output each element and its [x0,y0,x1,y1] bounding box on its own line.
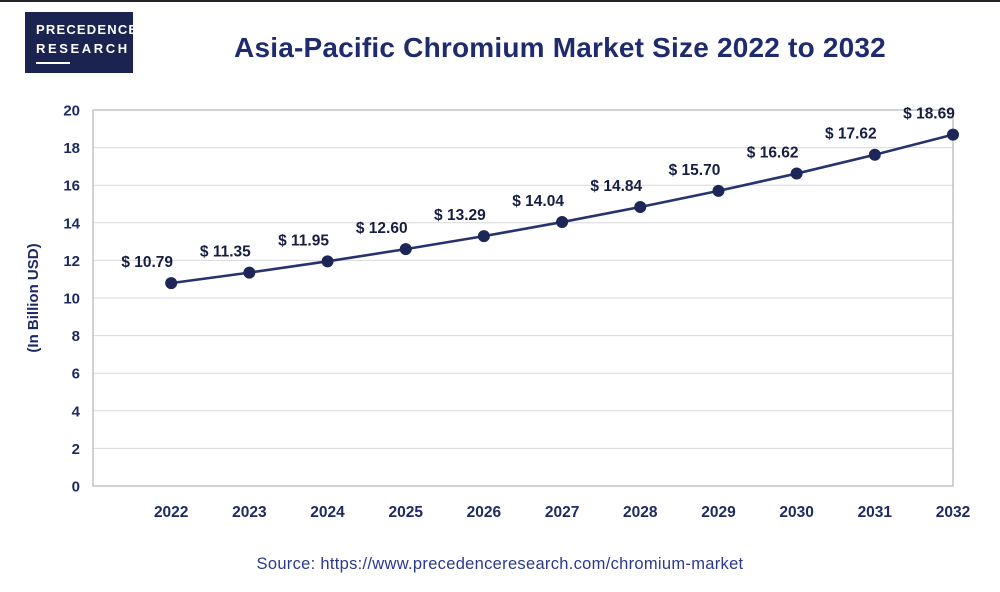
data-point [712,184,725,197]
y-tick-label: 18 [63,140,80,157]
data-point [634,201,647,214]
data-label: $ 16.62 [747,145,799,162]
y-tick-label: 6 [72,366,80,383]
plot-border [92,109,954,487]
x-tick-label: 2024 [310,504,345,521]
brand-logo-line1: PRECEDENCE [36,21,139,37]
y-tick-label: 8 [72,328,80,345]
data-label: $ 13.29 [434,207,486,224]
data-label: $ 17.62 [825,126,877,143]
brand-logo: PRECEDENCE RESEARCH [25,12,139,73]
x-tick-label: 2032 [936,504,970,521]
y-axis-title: (In Billion USD) [25,243,42,352]
data-point [243,266,256,279]
chart-title: Asia-Pacific Chromium Market Size 2022 t… [234,32,886,63]
x-tick-label: 2027 [545,504,579,521]
data-label: $ 11.95 [278,232,329,249]
x-tick-label: 2028 [623,504,658,521]
data-point [399,243,412,256]
y-tick-label: 20 [63,103,80,120]
data-label: $ 14.84 [590,178,642,195]
source-text: Source: https://www.precedenceresearch.c… [256,555,744,573]
x-tick-label: 2025 [388,504,423,521]
data-label: $ 15.70 [669,162,721,179]
x-tick-label: 2031 [858,504,893,521]
top-border-line [0,0,1000,2]
data-point [165,277,178,290]
y-tick-label: 4 [72,403,81,420]
data-label: $ 14.04 [512,193,564,210]
data-point [556,216,569,229]
line-chart: 0 2 4 6 8 10 12 14 16 18 20 $ 10.79 2022 $ 11.35 2023 $… [25,103,970,522]
y-tick-label: 10 [63,291,80,308]
data-label: $ 11.35 [200,244,251,261]
data-label: $ 12.60 [356,220,408,237]
y-tick-label: 0 [72,479,80,496]
data-point [947,128,959,141]
data-point [790,167,803,180]
y-tick-label: 12 [63,253,80,270]
data-label: $ 10.79 [121,254,173,271]
x-tick-label: 2030 [779,504,813,521]
brand-logo-line2: RESEARCH [36,40,130,56]
x-tick-label: 2029 [701,504,736,521]
x-tick-label: 2023 [232,504,267,521]
data-label: $ 18.69 [903,106,955,123]
x-tick-label: 2022 [154,504,188,521]
y-tick-label: 14 [63,215,80,232]
x-tick-label: 2026 [467,504,502,521]
y-tick-label: 2 [72,441,80,458]
brand-logo-underline [36,62,70,65]
chart-area: 0 2 4 6 8 10 12 14 16 18 20 $ 10.79 2022 $ 11.35 2023 $… [0,88,1000,533]
y-tick-label: 16 [63,178,80,195]
data-point [321,255,334,268]
data-point [477,230,490,243]
data-point [868,148,881,161]
